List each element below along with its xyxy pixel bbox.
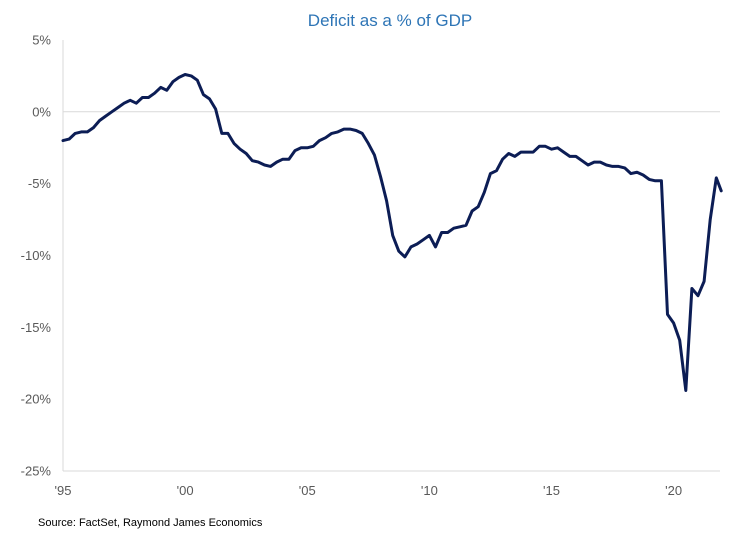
source-note: Source: FactSet, Raymond James Economics: [38, 517, 263, 529]
x-tick-label: '05: [299, 483, 316, 498]
x-tick-label: '10: [421, 483, 438, 498]
x-tick-label: '20: [665, 483, 682, 498]
y-tick-label: -5%: [28, 176, 52, 191]
series-layer: [61, 73, 723, 392]
y-tick-label: 0%: [32, 104, 51, 119]
y-tick-label: -20%: [21, 392, 52, 407]
series-line: [61, 73, 723, 392]
x-tick-label: '95: [55, 483, 72, 498]
y-tick-label: -25%: [21, 464, 52, 479]
x-tick-label: '00: [177, 483, 194, 498]
chart-title: Deficit as a % of GDP: [308, 11, 472, 30]
x-tick-label: '15: [543, 483, 560, 498]
y-tick-label: 5%: [32, 33, 51, 48]
x-axis-ticks: '95 '00 '05 '10 '15 '20: [55, 483, 683, 498]
y-tick-label: -10%: [21, 248, 52, 263]
y-tick-label: -15%: [21, 320, 52, 335]
y-axis-ticks: 5% 0% -5% -10% -15% -20% -25%: [21, 33, 52, 479]
